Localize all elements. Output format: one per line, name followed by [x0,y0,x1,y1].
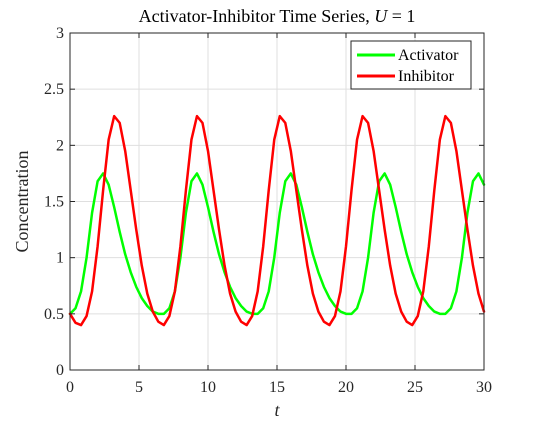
y-tick-label: 0 [56,362,64,379]
x-tick-label: 0 [66,379,74,396]
x-tick-label: 20 [338,379,354,396]
x-tick-label: 30 [476,379,492,396]
y-tick-label: 1.5 [44,194,64,211]
chart-title-suffix: = 1 [387,6,415,26]
chart-title: Activator-Inhibitor Time Series, U = 1 [139,6,416,26]
y-tick-label: 3 [56,25,64,42]
y-tick-label: 0.5 [44,306,64,323]
axis-ticks: 0 5 10 15 20 25 30 0 0.5 1 1.5 2 2.5 3 [44,25,492,396]
series-line-activator [68,172,486,316]
x-tick-label: 5 [135,379,143,396]
y-tick-label: 1 [56,250,64,267]
series-layer [68,114,486,327]
legend-label-activator: Activator [398,47,459,64]
x-tick-label: 15 [269,379,285,396]
y-tick-label: 2.5 [44,81,64,98]
x-tick-label: 25 [407,379,423,396]
legend: Activator Inhibitor [350,40,472,90]
legend-label-inhibitor: Inhibitor [398,68,455,85]
x-tick-label: 10 [200,379,216,396]
y-tick-label: 2 [56,137,64,154]
legend-box [350,40,472,90]
y-axis-label: Concentration [12,151,32,253]
series-line-inhibitor [68,114,486,327]
x-axis-label: t [274,400,280,420]
chart-title-math: U [374,6,388,26]
chart-title-text: Activator-Inhibitor Time Series, [139,6,375,26]
